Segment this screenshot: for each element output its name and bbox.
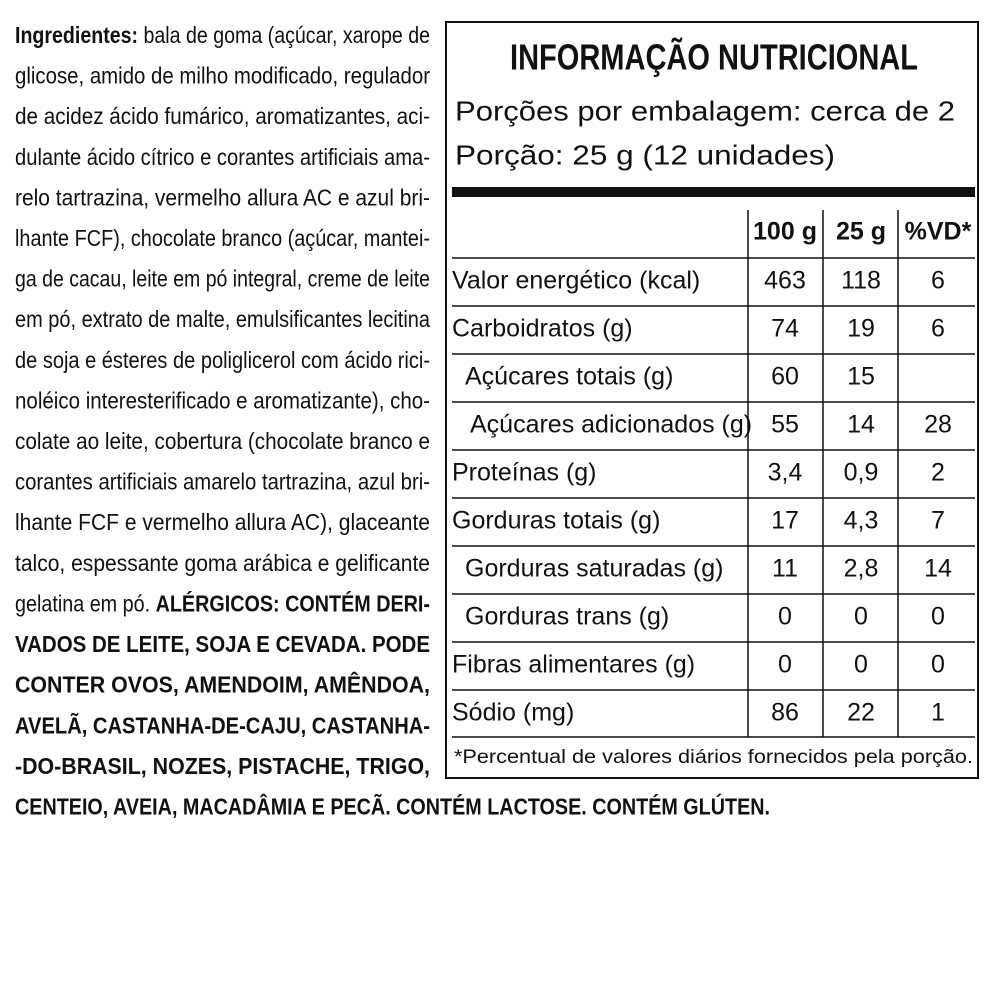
footnote: *Percentual de valores diários fornecido… <box>454 747 973 768</box>
ingredient-line: colate ao leite, cobertura (chocolate br… <box>15 428 430 454</box>
allergen-line: CONTER OVOS, AMENDOIM, AMÊNDOA, <box>15 671 430 698</box>
ingredient-line: relo tartrazina, vermelho allura AC e az… <box>15 184 430 210</box>
table-box <box>445 21 979 779</box>
ingredient-line: glicose, amido de milho modificado, regu… <box>15 63 430 89</box>
ingredient-text: bala de goma (açúcar, xarope de <box>143 22 430 48</box>
row-value: 60 <box>771 363 799 391</box>
ingredient-text: corantes artificiais amarelo tartrazina,… <box>15 469 430 495</box>
row-value: 74 <box>771 315 799 343</box>
row-value: 6 <box>931 267 945 295</box>
row-value: 0 <box>778 651 792 679</box>
row-value: 19 <box>847 315 875 343</box>
ingredient-line: lhante FCF e vermelho allura AC), glacea… <box>15 509 430 535</box>
row-label: Gorduras totais (g) <box>452 507 660 535</box>
row-value: 4,3 <box>844 507 879 535</box>
ingredient-line: ga de cacau, leite em pó integral, creme… <box>15 266 430 292</box>
row-value: 11 <box>772 555 798 583</box>
row-label: Açúcares totais (g) <box>465 363 673 391</box>
ingredient-text: glicose, amido de milho modificado, regu… <box>15 63 430 89</box>
ingredient-text: dulante ácido cítrico e corantes artific… <box>15 144 430 170</box>
row-value: 0,9 <box>844 459 879 487</box>
ingredient-line: de acidez ácido fumárico, aromatizantes,… <box>15 103 430 129</box>
row-label: Açúcares adicionados (g) <box>470 411 752 439</box>
row-value: 0 <box>854 603 868 631</box>
ingredient-text: lhante FCF e vermelho allura AC), glacea… <box>15 509 430 535</box>
ingredient-line: Ingredientes: bala de goma (açúcar, xaro… <box>15 22 430 48</box>
ingredient-line: dulante ácido cítrico e corantes artific… <box>15 144 430 170</box>
ingredient-text: relo tartrazina, vermelho allura AC e az… <box>15 184 430 210</box>
row-label: Proteínas (g) <box>452 459 597 487</box>
allergen-line: VADOS DE LEITE, SOJA E CEVADA. PODE <box>15 631 430 657</box>
table-title: INFORMAÇÃO NUTRICIONAL <box>510 36 918 78</box>
row-label: Sódio (mg) <box>452 699 574 727</box>
column-header: %VD* <box>905 218 972 246</box>
ingredient-line: em pó, extrato de malte, emulsificantes … <box>15 306 430 332</box>
row-label: Valor energético (kcal) <box>452 267 700 295</box>
ingredient-text: de soja e ésteres de poliglicerol com ác… <box>15 347 430 373</box>
row-label: Gorduras saturadas (g) <box>465 555 723 583</box>
row-value: 14 <box>924 555 952 583</box>
row-label: Carboidratos (g) <box>452 315 633 343</box>
row-value: 2,8 <box>844 555 879 583</box>
ingredient-line: lhante FCF), chocolate branco (açúcar, m… <box>15 225 430 251</box>
ingredient-text: gelatina em pó. <box>15 590 150 616</box>
row-value: 0 <box>931 651 945 679</box>
ingredient-line: corantes artificiais amarelo tartrazina,… <box>15 469 430 495</box>
row-value: 15 <box>847 363 875 391</box>
ingredient-line: gelatina em pó. ALÉRGICOS: CONTÉM DERI- <box>15 589 430 616</box>
row-value: 6 <box>931 315 945 343</box>
row-value: 22 <box>847 699 875 727</box>
row-value: 7 <box>931 507 945 535</box>
row-value: 118 <box>841 267 881 295</box>
ingredient-line: talco, espessante goma arábica e gelific… <box>15 550 430 576</box>
row-value: 0 <box>931 603 945 631</box>
serving-size: Porção: 25 g (12 unidades) <box>455 139 835 170</box>
thick-rule <box>452 187 975 197</box>
ingredient-label: Ingredientes: <box>15 22 138 48</box>
ingredient-text: em pó, extrato de malte, emulsificantes … <box>15 306 430 332</box>
ingredient-text: colate ao leite, cobertura (chocolate br… <box>15 428 430 454</box>
row-label: Fibras alimentares (g) <box>452 651 695 679</box>
row-value: 28 <box>924 411 952 439</box>
ingredient-text: de acidez ácido fumárico, aromatizantes,… <box>15 103 430 129</box>
row-value: 463 <box>764 267 806 295</box>
column-header: 25 g <box>836 218 886 246</box>
ingredient-line: de soja e ésteres de poliglicerol com ác… <box>15 347 430 373</box>
row-value: 2 <box>931 459 945 487</box>
ingredient-text: talco, espessante goma arábica e gelific… <box>15 550 430 576</box>
row-value: 0 <box>854 651 868 679</box>
ingredient-text: lhante FCF), chocolate branco (açúcar, m… <box>15 225 430 251</box>
allergen-text: ALÉRGICOS: CONTÉM DERI- <box>156 589 430 616</box>
allergen-line: AVELÃ, CASTANHA-DE-CAJU, CASTANHA- <box>15 711 430 738</box>
column-header: 100 g <box>753 218 817 246</box>
row-value: 0 <box>778 603 792 631</box>
ingredient-text: noléico interesterificado e aromatizante… <box>15 387 430 413</box>
allergen-line: CENTEIO, AVEIA, MACADÂMIA E PECÃ. CONTÉM… <box>15 792 770 819</box>
row-value: 1 <box>931 699 945 727</box>
servings-per-package: Porções por embalagem: cerca de 2 <box>455 95 955 126</box>
row-value: 3,4 <box>768 459 803 487</box>
row-value: 14 <box>847 411 875 439</box>
row-value: 86 <box>771 699 799 727</box>
row-label: Gorduras trans (g) <box>465 603 669 631</box>
ingredient-line: noléico interesterificado e aromatizante… <box>15 387 430 413</box>
row-value: 17 <box>771 507 799 535</box>
row-value: 55 <box>771 411 799 439</box>
allergen-line: -DO-BRASIL, NOZES, PISTACHE, TRIGO, <box>15 753 430 779</box>
ingredient-text: ga de cacau, leite em pó integral, creme… <box>15 266 430 292</box>
